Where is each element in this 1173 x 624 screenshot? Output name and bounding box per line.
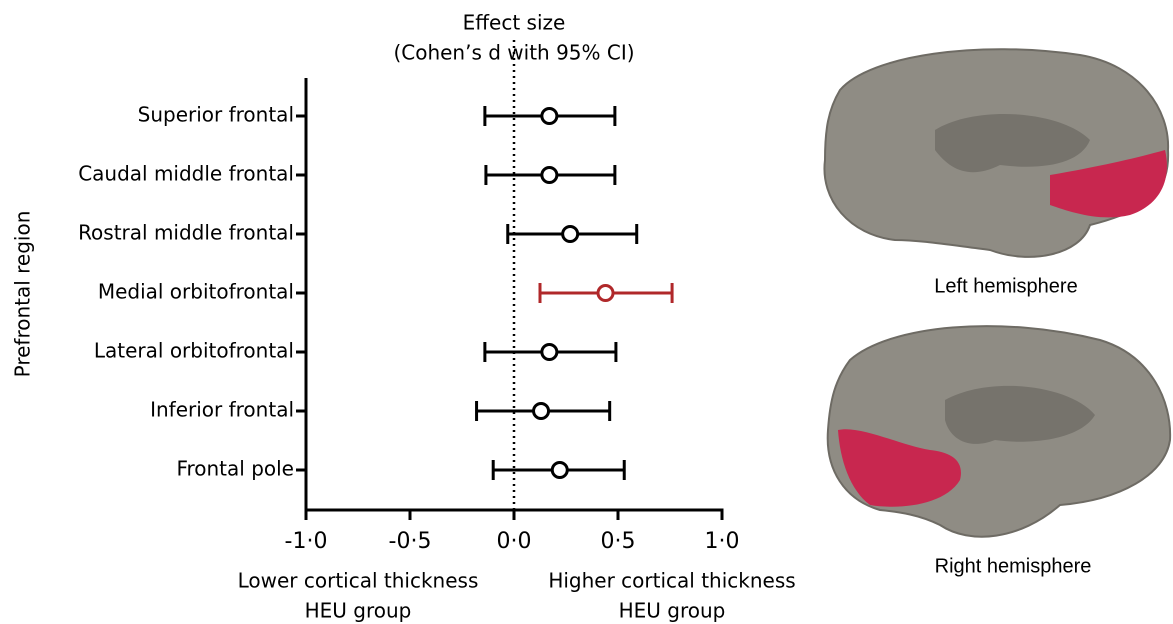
- y-tick-label: Superior frontal: [138, 103, 294, 127]
- point: [542, 168, 557, 183]
- x-tick-label: 0·0: [497, 529, 532, 554]
- y-tick-label: Caudal middle frontal: [78, 162, 294, 186]
- x-tick-label: -1·0: [285, 529, 328, 554]
- x-tick-label: -0·5: [389, 529, 432, 554]
- point: [542, 345, 557, 360]
- x-tick-label: 0·5: [601, 529, 636, 554]
- chart: Effect size (Cohen’s d with 95% CI) Pref…: [0, 0, 1173, 624]
- x-tick-label: 1·0: [705, 529, 740, 554]
- right-brain: [828, 326, 1170, 537]
- point: [598, 286, 613, 301]
- annotation: Lower cortical thickness: [238, 569, 479, 593]
- y-axis-label: Prefrontal region: [11, 211, 35, 378]
- page: Effect size (Cohen’s d with 95% CI) Pref…: [0, 0, 1173, 624]
- point: [563, 227, 578, 242]
- brain-label: Right hemisphere: [935, 555, 1092, 577]
- y-tick-label: Frontal pole: [176, 457, 294, 481]
- point: [552, 463, 567, 478]
- y-tick-label: Medial orbitofrontal: [98, 280, 294, 304]
- left-brain: [824, 49, 1168, 257]
- annotation: HEU group: [305, 599, 412, 623]
- y-tick-label: Rostral middle frontal: [78, 221, 294, 245]
- y-tick-label: Lateral orbitofrontal: [94, 339, 294, 363]
- brain-label: Left hemisphere: [934, 275, 1077, 297]
- chart-title: Effect size: [463, 11, 566, 35]
- point: [542, 109, 557, 124]
- annotation: Higher cortical thickness: [548, 569, 795, 593]
- annotation: HEU group: [619, 599, 726, 623]
- point: [534, 404, 549, 419]
- y-tick-label: Inferior frontal: [150, 398, 294, 422]
